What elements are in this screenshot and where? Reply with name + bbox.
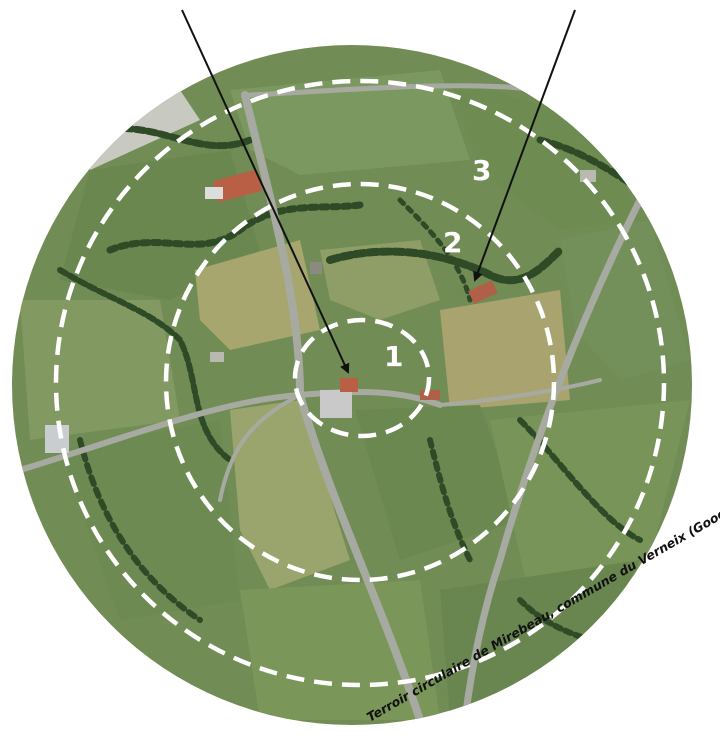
ring-label-1: 1 bbox=[384, 340, 403, 373]
ring-2-middle bbox=[163, 181, 557, 583]
arrow-pointer-left bbox=[181, 9, 350, 374]
buildings bbox=[45, 169, 596, 453]
ring-label-2: 2 bbox=[443, 226, 462, 259]
arrow-pointer-right bbox=[473, 9, 576, 282]
field-patches bbox=[20, 60, 690, 720]
terroir-rings bbox=[53, 78, 667, 688]
ring-1-inner bbox=[292, 317, 432, 439]
ring-label-3: 3 bbox=[472, 154, 491, 187]
ring-3-outer bbox=[53, 78, 667, 688]
